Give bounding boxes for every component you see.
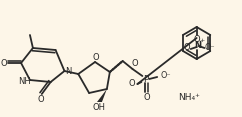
- Text: N: N: [194, 40, 201, 49]
- Text: O⁻: O⁻: [204, 42, 215, 51]
- Text: O: O: [128, 79, 135, 88]
- Text: NH₄⁺: NH₄⁺: [178, 93, 200, 102]
- Text: O: O: [183, 44, 190, 53]
- Text: O: O: [0, 58, 7, 68]
- Text: O: O: [93, 53, 99, 62]
- Text: O: O: [143, 93, 150, 102]
- Text: OH: OH: [92, 104, 106, 113]
- Text: NH: NH: [18, 77, 30, 86]
- Text: O: O: [38, 95, 44, 104]
- Text: O: O: [131, 60, 138, 68]
- Polygon shape: [97, 89, 107, 102]
- Text: O: O: [193, 35, 200, 44]
- Text: N: N: [65, 68, 72, 77]
- Text: +: +: [199, 38, 204, 44]
- Text: P: P: [143, 75, 148, 84]
- Text: O⁻: O⁻: [161, 71, 171, 79]
